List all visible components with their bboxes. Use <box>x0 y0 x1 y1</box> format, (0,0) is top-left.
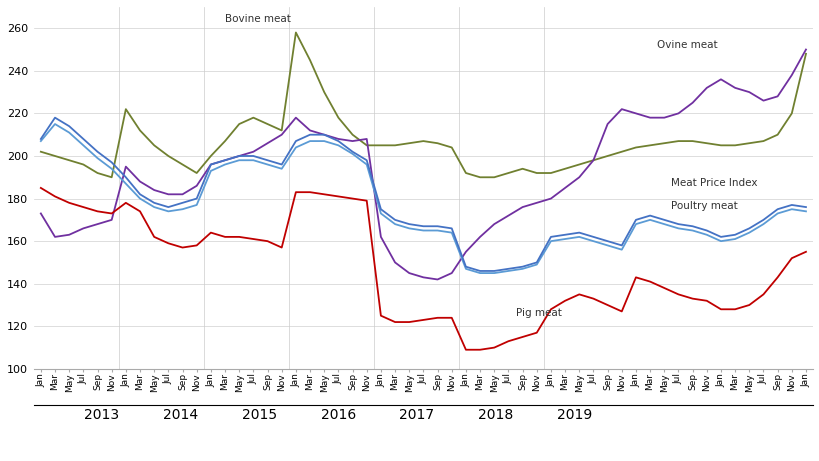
Text: Bovine meat: Bovine meat <box>224 14 291 24</box>
Text: Ovine meat: Ovine meat <box>656 40 717 49</box>
Text: Pig meat: Pig meat <box>515 308 561 318</box>
Text: Meat Price Index: Meat Price Index <box>671 178 757 188</box>
Text: Poultry meat: Poultry meat <box>671 201 737 211</box>
